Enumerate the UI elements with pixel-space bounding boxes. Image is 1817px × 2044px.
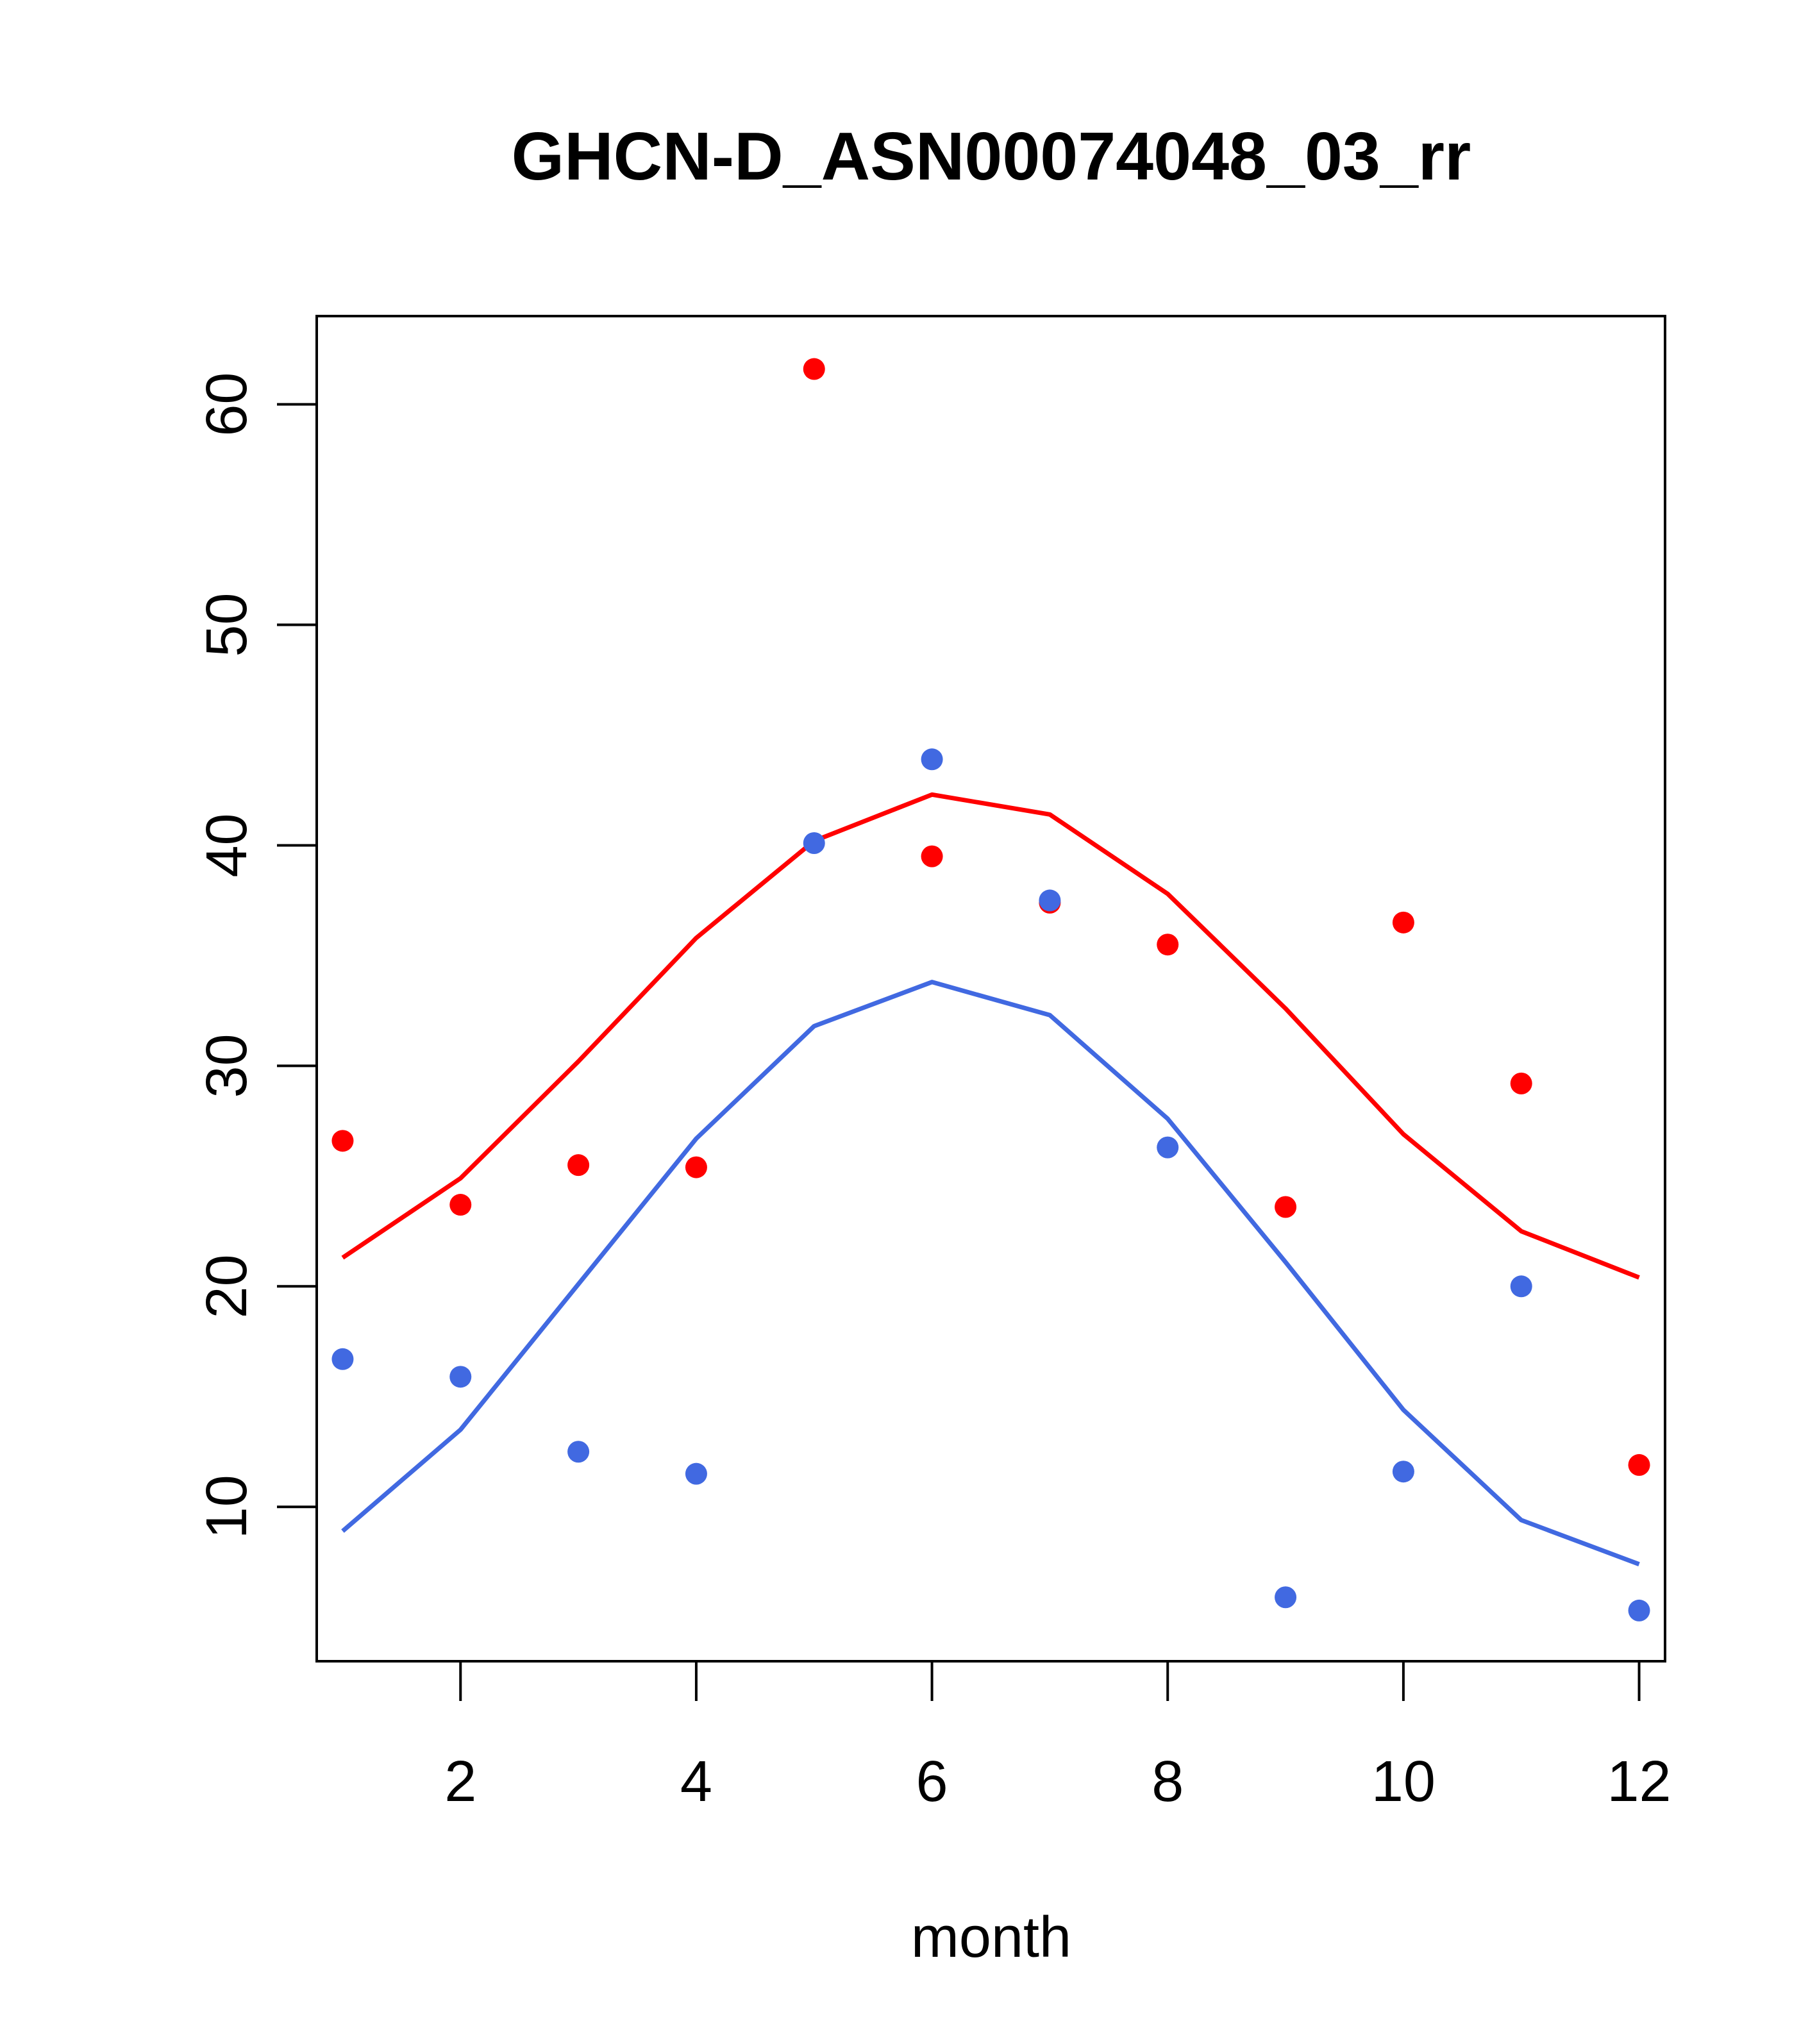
red-data-point — [803, 358, 825, 380]
x-tick-label: 2 — [444, 1750, 476, 1814]
x-tick-label: 12 — [1607, 1750, 1671, 1814]
y-tick-label: 30 — [195, 1034, 259, 1098]
blue-data-point — [803, 832, 825, 855]
blue-data-point — [1510, 1275, 1532, 1298]
blue-data-point — [685, 1462, 707, 1485]
blue-line-series-line — [341, 980, 1640, 1566]
x-tick-label: 10 — [1371, 1750, 1436, 1814]
blue-data-point — [567, 1441, 590, 1463]
x-axis: 2 4 6 8 10 12 — [444, 1660, 1671, 1814]
x-tick-label: 4 — [680, 1750, 712, 1814]
blue-data-point — [1039, 889, 1061, 912]
chart-title: GHCN-D_ASN00074048_03_rr — [512, 119, 1471, 194]
blue-data-point — [1275, 1586, 1297, 1609]
red-data-point — [685, 1156, 707, 1178]
red-data-point — [1510, 1072, 1532, 1094]
series-layer — [331, 358, 1650, 1621]
blue-data-point — [331, 1348, 354, 1370]
red-data-point — [331, 1130, 354, 1152]
red-data-point — [449, 1194, 472, 1216]
red-data-point — [567, 1154, 590, 1177]
blue-data-point — [449, 1366, 472, 1388]
x-axis-label: month — [911, 1906, 1071, 1970]
plot-frame — [315, 315, 1666, 1663]
y-axis: 10 20 30 40 50 60 — [195, 373, 318, 1539]
red-data-point — [921, 845, 943, 867]
y-tick-label: 40 — [195, 813, 259, 877]
y-tick-label: 50 — [195, 592, 259, 657]
y-tick-label: 10 — [195, 1475, 259, 1539]
blue-data-point — [921, 748, 943, 771]
red-data-point — [1628, 1453, 1650, 1476]
x-tick-label: 6 — [916, 1750, 948, 1814]
red-data-point — [1275, 1196, 1297, 1218]
blue-data-point — [1628, 1599, 1650, 1621]
y-tick-label: 20 — [195, 1254, 259, 1318]
blue-data-point — [1392, 1461, 1414, 1483]
red-data-point — [1392, 911, 1414, 934]
red-line-series-line — [341, 792, 1640, 1280]
red-data-point — [1157, 934, 1179, 956]
y-tick-label: 60 — [195, 373, 259, 437]
x-tick-label: 8 — [1151, 1750, 1184, 1814]
blue-data-point — [1157, 1136, 1179, 1159]
